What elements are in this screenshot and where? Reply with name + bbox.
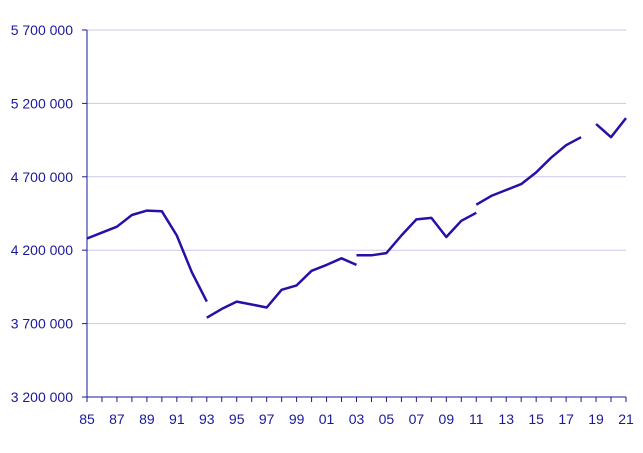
x-tick-label: 97 (259, 411, 275, 427)
series-line-segment-5 (595, 117, 627, 139)
y-axis-ticks: 3 200 000 3 700 000 4 200 000 4 700 000 5 20… (11, 22, 87, 405)
series-line-segment-2 (206, 257, 358, 319)
x-tick-label: 95 (229, 411, 245, 427)
y-tick-label: 5 700 000 (11, 22, 73, 38)
gridlines (87, 29, 626, 325)
series-line-segment-3 (356, 211, 477, 257)
x-tick-label: 87 (109, 411, 125, 427)
x-tick-label: 17 (558, 411, 574, 427)
x-tick-label: 13 (498, 411, 514, 427)
x-tick-label: 05 (379, 411, 395, 427)
data-series (86, 117, 627, 319)
x-tick-label: 21 (618, 411, 634, 427)
x-axis-ticks: 85 87 89 91 93 95 97 99 01 03 05 07 09 11 13 15 17 19 21 (79, 397, 634, 427)
x-tick-label: 85 (79, 411, 95, 427)
x-tick-label: 93 (199, 411, 215, 427)
series-line-segment-1 (86, 209, 208, 303)
x-tick-label: 19 (588, 411, 604, 427)
x-tick-label: 03 (349, 411, 365, 427)
y-tick-label: 4 700 000 (11, 169, 73, 185)
x-tick-label: 07 (409, 411, 425, 427)
x-tick-label: 89 (139, 411, 155, 427)
y-tick-label: 4 200 000 (11, 242, 73, 258)
series-line-segment-4 (475, 136, 582, 206)
x-tick-label: 01 (319, 411, 335, 427)
x-tick-label: 99 (289, 411, 305, 427)
x-tick-label: 91 (169, 411, 185, 427)
x-tick-label: 11 (469, 411, 484, 427)
x-tick-label: 15 (528, 411, 544, 427)
x-tick-label: 09 (439, 411, 455, 427)
y-tick-label: 3 700 000 (11, 316, 73, 332)
y-tick-label: 3 200 000 (11, 389, 73, 405)
y-tick-label: 5 200 000 (11, 95, 73, 111)
